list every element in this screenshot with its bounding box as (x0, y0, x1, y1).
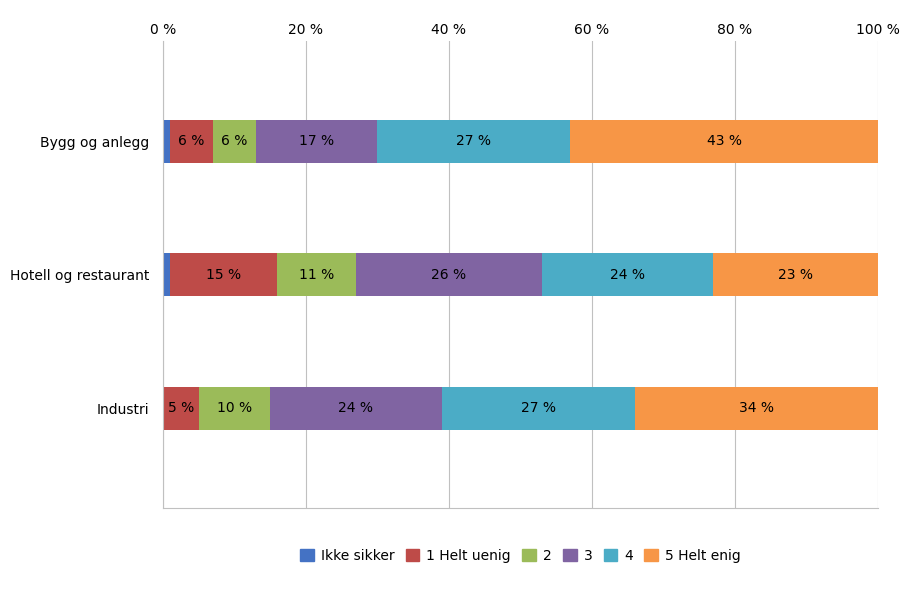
Legend: Ikke sikker, 1 Helt uenig, 2, 3, 4, 5 Helt enig: Ikke sikker, 1 Helt uenig, 2, 3, 4, 5 He… (294, 543, 747, 569)
Text: 26 %: 26 % (432, 268, 466, 282)
Text: 27 %: 27 % (456, 134, 491, 148)
Text: 34 %: 34 % (738, 401, 774, 415)
Bar (213, 120, 256, 163)
Text: 23 %: 23 % (778, 268, 813, 282)
Bar (377, 120, 570, 163)
Text: 11 %: 11 % (299, 268, 334, 282)
Bar (713, 254, 878, 296)
Bar (356, 254, 542, 296)
Bar (634, 387, 878, 430)
Text: 24 %: 24 % (338, 401, 374, 415)
Bar (442, 387, 634, 430)
Bar (163, 120, 170, 163)
Bar (277, 254, 356, 296)
Text: 17 %: 17 % (299, 134, 334, 148)
Text: 24 %: 24 % (610, 268, 645, 282)
Bar (163, 387, 198, 430)
Bar (170, 254, 277, 296)
Bar (170, 120, 213, 163)
Text: 6 %: 6 % (221, 134, 248, 148)
Text: 10 %: 10 % (217, 401, 252, 415)
Bar (198, 387, 270, 430)
Text: 6 %: 6 % (178, 134, 205, 148)
Bar (570, 120, 878, 163)
Bar (270, 387, 442, 430)
Bar (542, 254, 713, 296)
Text: 5 %: 5 % (167, 401, 194, 415)
Text: 43 %: 43 % (707, 134, 741, 148)
Bar (163, 254, 170, 296)
Bar (256, 120, 377, 163)
Text: 15 %: 15 % (206, 268, 242, 282)
Text: 27 %: 27 % (520, 401, 556, 415)
